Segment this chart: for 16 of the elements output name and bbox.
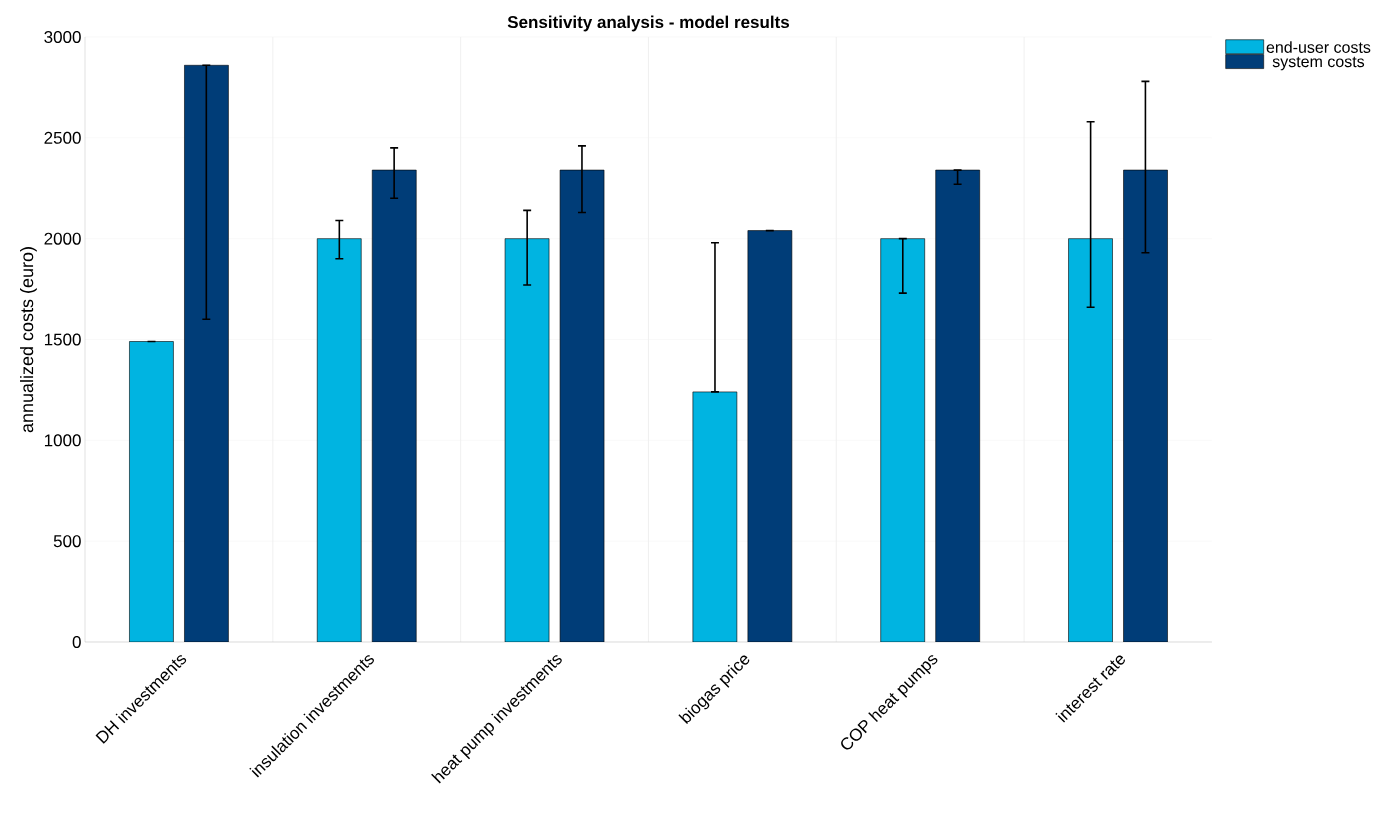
y-tick-label: 2500 [44, 131, 81, 144]
y-tick-label: 2000 [44, 232, 81, 245]
y-tick-label: 1500 [44, 333, 81, 346]
y-tick-label: 500 [53, 535, 81, 548]
y-tick-label: 0 [72, 635, 81, 649]
y-axis-title: annualized costs (euro) [20, 247, 37, 433]
legend-label: end-user costs [1266, 41, 1371, 53]
bar [880, 238, 925, 642]
bar [129, 341, 174, 642]
legend-label: system costs [1272, 56, 1365, 71]
bar [747, 230, 793, 642]
chart-title: Sensitivity analysis - model results [507, 15, 789, 32]
bar [184, 64, 229, 642]
bar [935, 169, 980, 642]
y-tick-label: 3000 [44, 30, 81, 44]
y-tick-label: 1000 [44, 434, 81, 447]
